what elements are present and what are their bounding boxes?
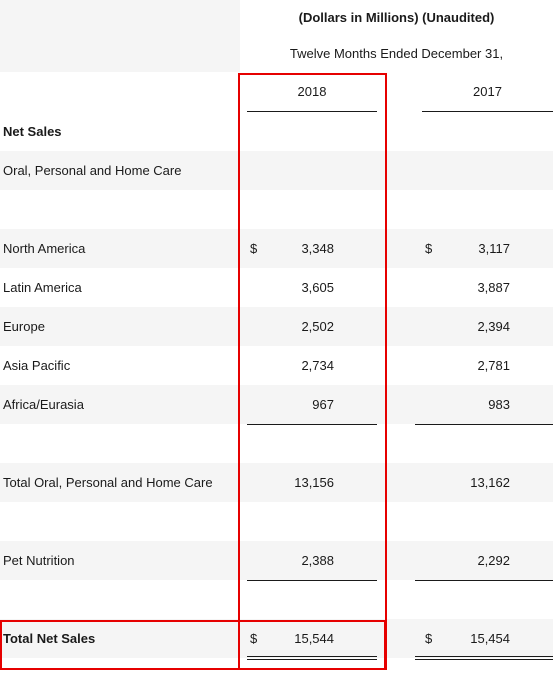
subtotal-underline	[247, 424, 377, 425]
value-2017: 2,781	[477, 358, 510, 373]
dollar-sign-2018: $	[250, 241, 258, 256]
value-2017: 983	[488, 397, 510, 412]
total-double-underline	[415, 656, 553, 660]
value-2017: 2,394	[477, 319, 510, 334]
row-label: Pet Nutrition	[3, 553, 75, 568]
table-row: Pet Nutrition 2,388 2,292	[0, 541, 553, 580]
value-2018: 2,734	[301, 358, 334, 373]
table-row: Asia Pacific 2,734 2,781	[0, 346, 553, 385]
table-row: Total Oral, Personal and Home Care 13,156…	[0, 463, 553, 502]
table-row: Latin America 3,605 3,887	[0, 268, 553, 307]
row-label: Africa/Eurasia	[3, 397, 84, 412]
value-2018: 2,388	[301, 553, 334, 568]
table-row	[0, 502, 553, 541]
row-label: Total Oral, Personal and Home Care	[3, 475, 213, 490]
value-2017: 2,292	[477, 553, 510, 568]
total-double-underline	[247, 656, 377, 660]
value-2017: 3,887	[477, 280, 510, 295]
value-2018: 3,605	[301, 280, 334, 295]
subtotal-underline	[415, 580, 553, 581]
row-label: North America	[3, 241, 86, 256]
period-header: Twelve Months Ended December 31,	[240, 36, 553, 72]
value-2018: 967	[312, 397, 334, 412]
units-header: (Dollars in Millions) (Unaudited)	[240, 0, 553, 36]
subtotal-underline	[415, 424, 553, 425]
subtotal-underline	[247, 580, 377, 581]
value-2018: 15,544	[294, 631, 334, 646]
row-label: Oral, Personal and Home Care	[3, 163, 182, 178]
value-2018: 3,348	[301, 241, 334, 256]
dollar-sign-2017: $	[425, 631, 433, 646]
year-2018-header: 2018	[297, 84, 327, 99]
table-row: Total Net Sales $ $15,544 15,454	[0, 619, 553, 658]
row-label: Asia Pacific	[3, 358, 71, 373]
table-row: Europe 2,502 2,394	[0, 307, 553, 346]
table-row: Net Sales	[0, 112, 553, 151]
value-2017: 3,117	[478, 241, 510, 256]
row-label: Latin America	[3, 280, 82, 295]
header-underline	[247, 111, 377, 112]
table-row: North America $ $3,348 3,117	[0, 229, 553, 268]
table-row	[0, 580, 553, 619]
table-row: Oral, Personal and Home Care	[0, 151, 553, 190]
value-2017: 13,162	[470, 475, 510, 490]
value-2018: 13,156	[294, 475, 334, 490]
row-label: Europe	[3, 319, 45, 334]
value-2017: 15,454	[470, 631, 510, 646]
year-2017-header: 2017	[473, 84, 502, 99]
row-label: Total Net Sales	[3, 631, 96, 646]
value-2018: 2,502	[301, 319, 334, 334]
dollar-sign-2018: $	[250, 631, 258, 646]
table-row	[0, 424, 553, 463]
header-underline	[422, 111, 553, 112]
table-row	[0, 190, 553, 229]
dollar-sign-2017: $	[425, 241, 433, 256]
table-row: Africa/Eurasia 967 983	[0, 385, 553, 424]
row-label: Net Sales	[3, 124, 62, 139]
